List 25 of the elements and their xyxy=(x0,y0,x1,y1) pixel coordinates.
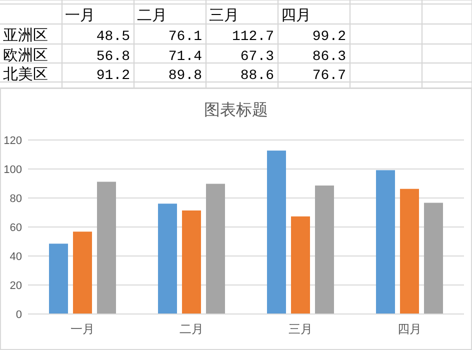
y-tick-label: 40 xyxy=(10,251,22,263)
bar xyxy=(158,204,177,314)
chart-title: 图表标题 xyxy=(204,101,268,119)
x-tick-label: 四月 xyxy=(398,322,422,336)
bar xyxy=(49,244,68,314)
y-tick-label: 120 xyxy=(4,135,22,147)
bar xyxy=(182,210,201,314)
y-tick-label: 20 xyxy=(10,280,22,292)
bar xyxy=(376,170,395,314)
x-tick-label: 一月 xyxy=(70,322,94,336)
bar xyxy=(73,232,92,314)
y-tick-label: 60 xyxy=(10,222,22,234)
x-tick-label: 三月 xyxy=(288,322,312,336)
bar xyxy=(97,182,116,314)
y-tick-label: 0 xyxy=(16,309,22,321)
x-tick-label: 二月 xyxy=(180,322,204,336)
bar xyxy=(267,150,286,314)
bar xyxy=(400,188,419,314)
y-tick-label: 100 xyxy=(4,164,22,176)
data-table: 一月 二月 三月 四月 亚洲区 48.5 76.1 112.7 99.2 欧洲区 56.8 71.4 67.3 86.3 北美区 91.2 89.8 88.6 76.7 xyxy=(0,0,472,88)
bar xyxy=(315,186,334,314)
bar xyxy=(424,202,443,314)
bar xyxy=(206,184,225,314)
bar xyxy=(291,216,310,314)
y-tick-label: 80 xyxy=(10,193,22,205)
